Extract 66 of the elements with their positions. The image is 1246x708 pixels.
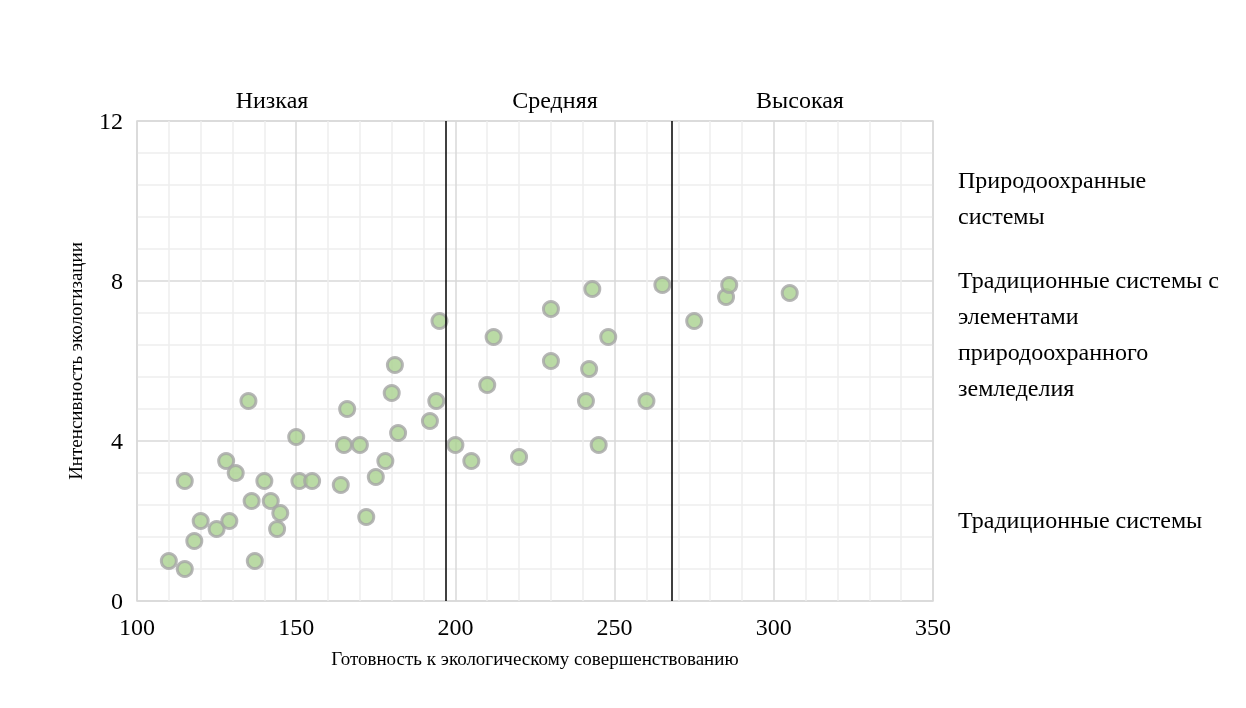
point [191, 512, 210, 530]
point [376, 452, 395, 470]
point [685, 312, 704, 330]
point [576, 392, 595, 410]
point [541, 352, 560, 370]
text: Традиционные системы с элементами природоохранного земледелия [958, 267, 1219, 401]
point [338, 400, 357, 418]
y-tick-label: 4 [111, 428, 123, 454]
point [239, 392, 258, 410]
point [261, 492, 280, 510]
point [175, 472, 194, 490]
point [303, 472, 322, 490]
x-tick-label: 350 [915, 614, 951, 640]
point [427, 392, 446, 410]
point [583, 280, 602, 298]
point [268, 520, 287, 538]
point [245, 552, 264, 570]
point [255, 472, 274, 490]
text: Традиционные системы [958, 507, 1203, 533]
y-tick-label: 12 [99, 108, 123, 134]
point [580, 360, 599, 378]
point [510, 448, 529, 466]
point [599, 328, 618, 346]
text: Высокая [756, 87, 844, 113]
text: Низкая [235, 87, 309, 113]
x-tick-label: 200 [437, 614, 474, 640]
point [287, 428, 306, 446]
x-tick-label: 150 [278, 614, 315, 640]
point [653, 276, 672, 294]
point [637, 392, 656, 410]
point [720, 276, 739, 294]
y-axis-title: Интенсивность экологизации [65, 242, 86, 480]
x-tick-label: 300 [755, 614, 792, 640]
text: Средняя [512, 87, 598, 113]
point [271, 504, 290, 522]
point [175, 560, 194, 578]
point [220, 512, 239, 530]
point [780, 284, 799, 302]
point [478, 376, 497, 394]
point [389, 424, 408, 442]
point [350, 436, 369, 454]
point [331, 476, 350, 494]
point [541, 300, 560, 318]
point [420, 412, 439, 430]
point [334, 436, 353, 454]
point [385, 356, 404, 374]
point [217, 452, 236, 470]
point [159, 552, 178, 570]
point [357, 508, 376, 526]
point [366, 468, 385, 486]
x-axis-title: Готовность к экологическому совершенствованию [331, 648, 739, 669]
point [446, 436, 465, 454]
point [382, 384, 401, 402]
y-tick-label: 0 [111, 588, 123, 614]
text: Природоохранные системы [958, 167, 1147, 229]
point [226, 464, 245, 482]
point [430, 312, 449, 330]
point [589, 436, 608, 454]
point [185, 532, 204, 550]
point [484, 328, 503, 346]
x-tick-label: 100 [119, 614, 155, 640]
point [207, 520, 226, 538]
x-tick-label: 250 [596, 614, 633, 640]
y-tick-label: 8 [111, 268, 123, 294]
point [242, 492, 261, 510]
point [462, 452, 481, 470]
